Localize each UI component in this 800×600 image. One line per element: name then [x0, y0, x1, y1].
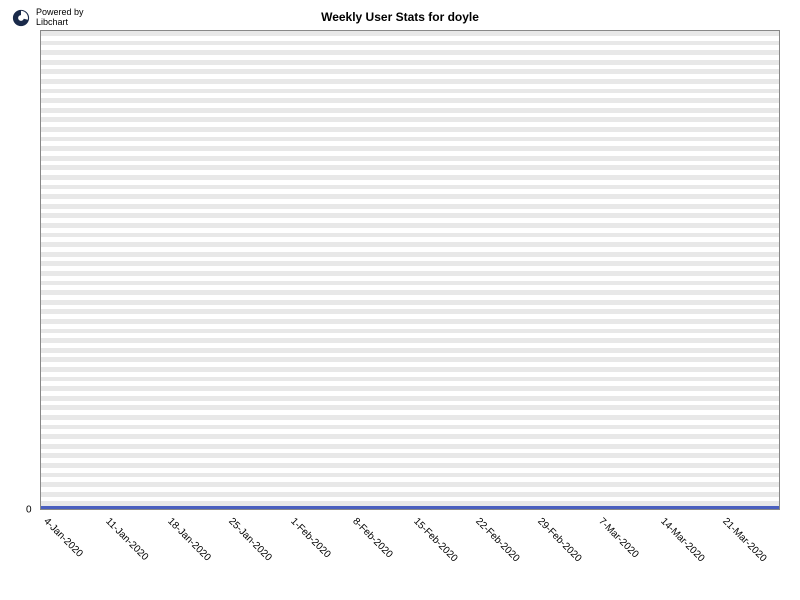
plot-stripe — [41, 425, 779, 430]
plot-stripe — [41, 233, 779, 238]
plot-stripe — [41, 348, 779, 353]
plot-stripe — [41, 492, 779, 497]
plot-stripe — [41, 463, 779, 468]
plot-stripe — [41, 329, 779, 334]
x-tick-label: 1-Feb-2020 — [288, 516, 332, 560]
plot-stripe — [41, 108, 779, 113]
plot-stripe — [41, 165, 779, 170]
plot-stripe — [41, 117, 779, 122]
plot-stripe — [41, 213, 779, 218]
x-tick-label: 15-Feb-2020 — [411, 516, 459, 564]
x-tick-label: 4-Jan-2020 — [41, 516, 85, 560]
plot-stripe — [41, 252, 779, 257]
x-tick-label: 18-Jan-2020 — [165, 516, 212, 563]
x-tick-label: 11-Jan-2020 — [103, 516, 150, 563]
plot-stripe — [41, 444, 779, 449]
plot-stripe — [41, 396, 779, 401]
x-tick-label: 21-Mar-2020 — [720, 516, 768, 564]
x-tick-label: 22-Feb-2020 — [473, 516, 521, 564]
y-tick-label: 0 — [26, 505, 32, 516]
x-tick-label: 14-Mar-2020 — [658, 516, 706, 564]
chart-title: Weekly User Stats for doyle — [0, 10, 800, 24]
plot-stripe — [41, 300, 779, 305]
plot-stripe — [41, 482, 779, 487]
plot-stripe — [41, 338, 779, 343]
plot-stripe — [41, 69, 779, 74]
plot-stripe — [41, 357, 779, 362]
x-tick-label: 29-Feb-2020 — [535, 516, 583, 564]
plot-stripe — [41, 175, 779, 180]
plot-stripe — [41, 127, 779, 132]
x-tick-label: 7-Mar-2020 — [596, 516, 640, 560]
plot-stripe — [41, 146, 779, 151]
plot-stripe — [41, 386, 779, 391]
plot-stripe — [41, 137, 779, 142]
x-tick-label: 25-Jan-2020 — [226, 516, 273, 563]
plot-stripe — [41, 271, 779, 276]
plot-stripe — [41, 242, 779, 247]
series-line — [41, 506, 779, 509]
plot-stripe — [41, 41, 779, 46]
plot-stripe — [41, 156, 779, 161]
plot-stripe — [41, 60, 779, 65]
x-tick-label: 8-Feb-2020 — [350, 516, 394, 560]
plot-stripe — [41, 261, 779, 266]
plot-stripe — [41, 434, 779, 439]
plot-stripe — [41, 204, 779, 209]
plot-stripe — [41, 453, 779, 458]
plot-stripe — [41, 89, 779, 94]
plot-stripe — [41, 223, 779, 228]
plot-stripe — [41, 281, 779, 286]
plot-stripe — [41, 98, 779, 103]
plot-stripe — [41, 377, 779, 382]
plot-stripe — [41, 415, 779, 420]
plot-stripe — [41, 31, 779, 36]
plot-stripe — [41, 319, 779, 324]
chart-plot-area — [40, 30, 780, 510]
plot-stripe — [41, 367, 779, 372]
plot-stripe — [41, 473, 779, 478]
plot-stripe — [41, 79, 779, 84]
plot-stripe — [41, 50, 779, 55]
plot-stripe — [41, 194, 779, 199]
plot-stripe — [41, 309, 779, 314]
plot-stripe — [41, 405, 779, 410]
plot-stripe — [41, 290, 779, 295]
plot-stripe — [41, 185, 779, 190]
